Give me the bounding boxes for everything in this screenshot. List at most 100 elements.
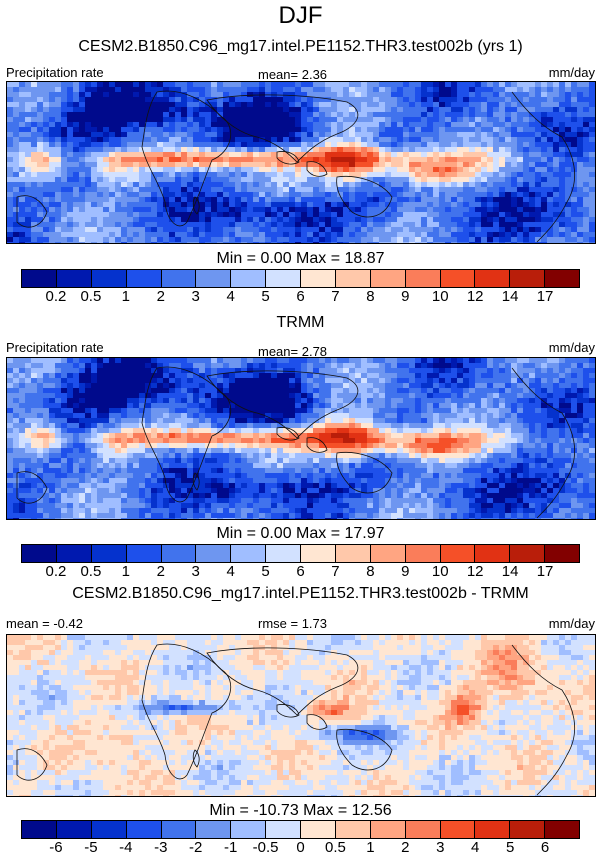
colorbar-tick-label: -1 bbox=[223, 839, 238, 856]
panel-3-rmse-label: rmse = 1.73 bbox=[258, 616, 328, 631]
colorbar-tick-label: -2 bbox=[189, 839, 203, 856]
colorbar-segment bbox=[196, 821, 232, 838]
colorbar-segment bbox=[405, 821, 441, 838]
colorbar-segment bbox=[510, 545, 546, 562]
colorbar-tick-label: 5 bbox=[261, 288, 270, 305]
colorbar-segment bbox=[22, 545, 57, 562]
colorbar-tick-label: 14 bbox=[501, 563, 519, 580]
colorbar-tick-label: -6 bbox=[49, 839, 63, 856]
colorbar-segment bbox=[126, 821, 162, 838]
colorbar-tick-label: 10 bbox=[431, 563, 449, 580]
colorbar-segment bbox=[301, 821, 336, 838]
colorbar-segment bbox=[545, 821, 579, 838]
panel-2-minmax: Min = 0.00 Max = 17.97 bbox=[216, 525, 385, 542]
panel-2-left-label: Precipitation rate bbox=[6, 340, 104, 355]
colorbar-tick-label: 6 bbox=[296, 288, 305, 305]
colorbar-segment bbox=[510, 821, 546, 838]
colorbar-tick-label: 4 bbox=[226, 288, 235, 305]
colorbar-segment bbox=[91, 821, 127, 838]
colorbar-segment bbox=[231, 821, 267, 838]
panel-3-units-label: mm/day bbox=[548, 616, 595, 631]
colorbar-tick-label: 5 bbox=[505, 839, 515, 856]
colorbar-tick-label: 8 bbox=[366, 563, 375, 580]
colorbar-tick-label: -5 bbox=[84, 839, 98, 856]
colorbar-tick-label: 0 bbox=[296, 839, 305, 856]
panel-3-title: CESM2.B1850.C96_mg17.intel.PE1152.THR3.t… bbox=[72, 585, 529, 602]
colorbar-tick-label: -0.5 bbox=[252, 839, 279, 856]
colorbar-tick-label: 4 bbox=[226, 563, 235, 580]
colorbar-tick-label: 2 bbox=[401, 839, 410, 856]
colorbar-tick-label: 6 bbox=[540, 839, 550, 856]
colorbar-tick-label: 7 bbox=[331, 563, 340, 580]
colorbar-segment bbox=[475, 545, 511, 562]
colorbar-segment bbox=[510, 270, 546, 287]
colorbar-segment bbox=[196, 270, 232, 287]
colorbar-segment bbox=[405, 545, 441, 562]
colorbar-segment bbox=[545, 270, 579, 287]
panel-1-minmax: Min = 0.00 Max = 18.87 bbox=[216, 250, 385, 267]
panel-1-map bbox=[6, 81, 596, 244]
colorbar-segment bbox=[440, 545, 476, 562]
colorbar-tick-label: 0.5 bbox=[80, 288, 102, 305]
panel-2-title: TRMM bbox=[276, 314, 325, 331]
colorbar-segment bbox=[370, 270, 406, 287]
colorbar-segment bbox=[301, 270, 336, 287]
panel-1-title: CESM2.B1850.C96_mg17.intel.PE1152.THR3.t… bbox=[78, 38, 523, 55]
colorbar-segment bbox=[231, 270, 267, 287]
panel-1-colorbar-ticks: 0.2 0.5 1 2 3 4 5 6 7 8 9 10 12 14 17 bbox=[21, 288, 580, 306]
colorbar-segment bbox=[475, 270, 511, 287]
colorbar-segment bbox=[161, 821, 197, 838]
colorbar-segment bbox=[126, 270, 162, 287]
colorbar-tick-label: -3 bbox=[154, 839, 168, 856]
colorbar-segment bbox=[91, 545, 127, 562]
colorbar-tick-label: 1 bbox=[366, 839, 375, 856]
panel-1-left-label: Precipitation rate bbox=[6, 65, 104, 80]
colorbar-tick-label: 4 bbox=[471, 839, 480, 856]
colorbar-segment bbox=[56, 545, 92, 562]
colorbar-segment bbox=[440, 270, 476, 287]
colorbar-tick-label: 1 bbox=[121, 563, 130, 580]
panel-1-units-label: mm/day bbox=[548, 65, 595, 80]
colorbar-segment bbox=[161, 545, 197, 562]
colorbar-tick-label: 0.2 bbox=[45, 563, 67, 580]
panel-2-map bbox=[6, 357, 596, 520]
colorbar-segment bbox=[22, 821, 57, 838]
colorbar-segment bbox=[126, 545, 162, 562]
colorbar-segment bbox=[231, 545, 267, 562]
colorbar-segment bbox=[370, 545, 406, 562]
colorbar-tick-label: 0.5 bbox=[80, 563, 102, 580]
figure-title: DJF bbox=[278, 2, 323, 29]
colorbar-segment bbox=[335, 270, 371, 287]
colorbar-segment bbox=[440, 821, 476, 838]
colorbar-segment bbox=[335, 545, 371, 562]
colorbar-segment bbox=[475, 821, 511, 838]
panel-3-map bbox=[6, 634, 596, 797]
colorbar-segment bbox=[266, 270, 301, 287]
colorbar-segment bbox=[91, 270, 127, 287]
colorbar-segment bbox=[196, 545, 232, 562]
colorbar-segment bbox=[22, 270, 57, 287]
colorbar-tick-label: 14 bbox=[501, 288, 519, 305]
colorbar-segment bbox=[335, 821, 371, 838]
colorbar-tick-label: 7 bbox=[331, 288, 340, 305]
colorbar-segment bbox=[405, 270, 441, 287]
colorbar-tick-label: 6 bbox=[296, 563, 305, 580]
colorbar-tick-label: 2 bbox=[156, 288, 165, 305]
colorbar-tick-label: 3 bbox=[191, 288, 200, 305]
colorbar-segment bbox=[266, 545, 301, 562]
colorbar-tick-label: 3 bbox=[436, 839, 445, 856]
panel-3-mean-label: mean = -0.42 bbox=[6, 616, 83, 631]
panel-2-colorbar-ticks: 0.2 0.5 1 2 3 4 5 6 7 8 9 10 12 14 17 bbox=[21, 563, 580, 581]
colorbar-tick-label: 12 bbox=[466, 288, 484, 305]
colorbar-tick-label: 0.5 bbox=[325, 839, 346, 856]
panel-3-colorbar bbox=[21, 820, 580, 839]
colorbar-tick-label: 10 bbox=[431, 288, 449, 305]
panel-2-units-label: mm/day bbox=[548, 340, 595, 355]
colorbar-tick-label: 0.2 bbox=[45, 288, 67, 305]
colorbar-tick-label: 12 bbox=[466, 563, 484, 580]
panel-2-mean-label: mean= 2.78 bbox=[258, 344, 328, 359]
colorbar-segment bbox=[161, 270, 197, 287]
colorbar-segment bbox=[56, 821, 92, 838]
colorbar-tick-label: 3 bbox=[191, 563, 200, 580]
colorbar-segment bbox=[370, 821, 406, 838]
